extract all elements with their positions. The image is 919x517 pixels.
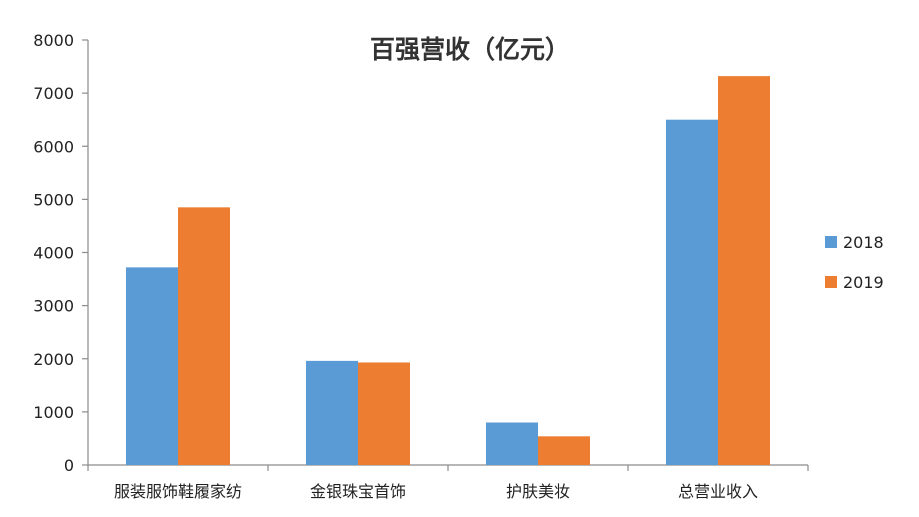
y-tick-label: 8000 (33, 31, 74, 50)
bar-2018-0 (126, 267, 178, 465)
bar-2019-2 (538, 436, 590, 465)
y-tick-label: 7000 (33, 84, 74, 103)
y-tick-label: 4000 (33, 244, 74, 263)
x-category-label: 总营业收入 (678, 482, 758, 501)
bars (126, 76, 770, 465)
legend-swatch-2019 (825, 276, 837, 288)
y-tick-label: 1000 (33, 403, 74, 422)
x-category-label: 护肤美妆 (506, 482, 570, 501)
bar-2018-2 (486, 422, 538, 465)
y-tick-label: 5000 (33, 190, 74, 209)
x-axis: 服装服饰鞋履家纺 金银珠宝首饰 护肤美妆 总营业收入 (87, 464, 809, 501)
x-category-label: 金银珠宝首饰 (310, 482, 406, 501)
bar-2019-0 (178, 207, 230, 465)
legend-swatch-2018 (825, 236, 837, 248)
y-axis: 0 1000 2000 3000 4000 5000 6000 7000 8000 (33, 31, 89, 475)
legend: 2018 2019 (825, 233, 884, 292)
y-tick-label: 2000 (33, 350, 74, 369)
y-tick-label: 0 (64, 456, 74, 475)
legend-label-2018: 2018 (843, 233, 884, 252)
bar-2019-1 (358, 362, 410, 465)
x-category-label: 服装服饰鞋履家纺 (114, 482, 242, 501)
bar-2019-3 (718, 76, 770, 465)
bar-2018-3 (666, 119, 718, 465)
chart-title: 百强营收（亿元） (370, 35, 570, 64)
y-tick-label: 3000 (33, 297, 74, 316)
legend-label-2019: 2019 (843, 273, 884, 292)
y-tick-label: 6000 (33, 137, 74, 156)
bar-2018-1 (306, 360, 358, 465)
